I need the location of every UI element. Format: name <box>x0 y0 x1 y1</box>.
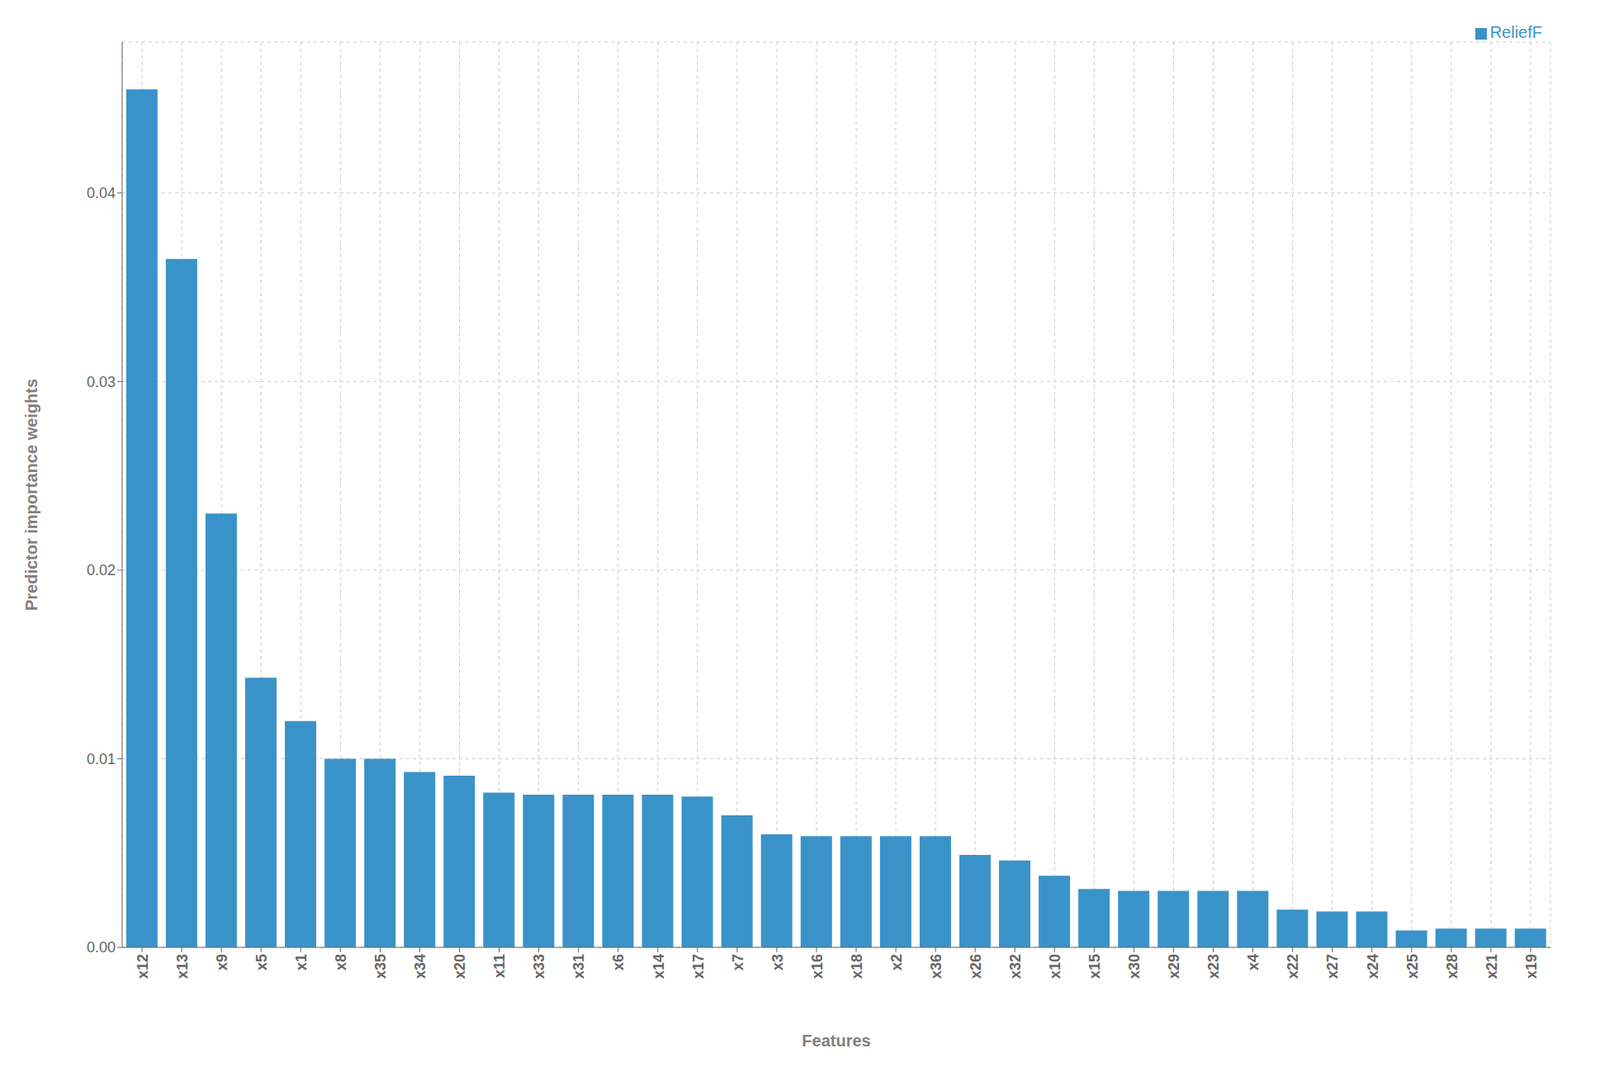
svg-text:Predictor importance weights: Predictor importance weights <box>22 378 41 611</box>
svg-text:x33: x33 <box>530 954 548 980</box>
html-text:ReliefF: ReliefF <box>1489 23 1543 42</box>
svg-text:x17: x17 <box>690 954 707 980</box>
svg-text:x34: x34 <box>411 954 429 980</box>
svg-text:x30: x30 <box>1126 954 1143 980</box>
svg-text:x35: x35 <box>372 954 389 980</box>
svg-text:x1: x1 <box>293 954 310 971</box>
svg-text:x27: x27 <box>1324 954 1341 980</box>
svg-text:0.01: 0.01 <box>86 751 116 768</box>
svg-text:0.03: 0.03 <box>86 373 116 391</box>
svg-text:x7: x7 <box>729 954 747 971</box>
svg-text:x21: x21 <box>1483 954 1501 980</box>
svg-text:x8: x8 <box>332 954 350 971</box>
svg-text:x23: x23 <box>1205 954 1222 980</box>
svg-text:x5: x5 <box>253 954 270 971</box>
svg-text:x32: x32 <box>1007 954 1024 980</box>
svg-text:x31: x31 <box>570 954 587 980</box>
svg-text:x29: x29 <box>1165 954 1183 980</box>
svg-text:x20: x20 <box>451 954 469 980</box>
svg-text:x19: x19 <box>1523 954 1540 980</box>
svg-text:x6: x6 <box>610 954 627 971</box>
svg-text:0.04: 0.04 <box>86 184 116 202</box>
svg-text:x11: x11 <box>491 954 508 979</box>
svg-text:x16: x16 <box>809 954 826 980</box>
svg-text:x28: x28 <box>1443 954 1461 980</box>
svg-text:x14: x14 <box>650 954 668 980</box>
svg-text:x26: x26 <box>967 954 985 980</box>
svg-text:x25: x25 <box>1404 954 1421 980</box>
svg-text:x12: x12 <box>134 954 152 980</box>
svg-text:x9: x9 <box>213 954 231 971</box>
svg-text:x4: x4 <box>1244 954 1262 971</box>
svg-text:x15: x15 <box>1086 954 1103 980</box>
svg-text:x3: x3 <box>769 954 786 971</box>
svg-text:x22: x22 <box>1284 954 1302 980</box>
svg-text:0.02: 0.02 <box>86 562 116 579</box>
svg-text:Features: Features <box>801 1031 871 1051</box>
svg-text:x13: x13 <box>174 954 191 980</box>
svg-text:x2: x2 <box>888 954 905 971</box>
svg-text:0.00: 0.00 <box>86 939 116 957</box>
svg-text:x10: x10 <box>1046 954 1064 980</box>
svg-text:x36: x36 <box>927 954 945 980</box>
svg-text:x24: x24 <box>1364 954 1382 980</box>
svg-text:x18: x18 <box>848 954 866 980</box>
